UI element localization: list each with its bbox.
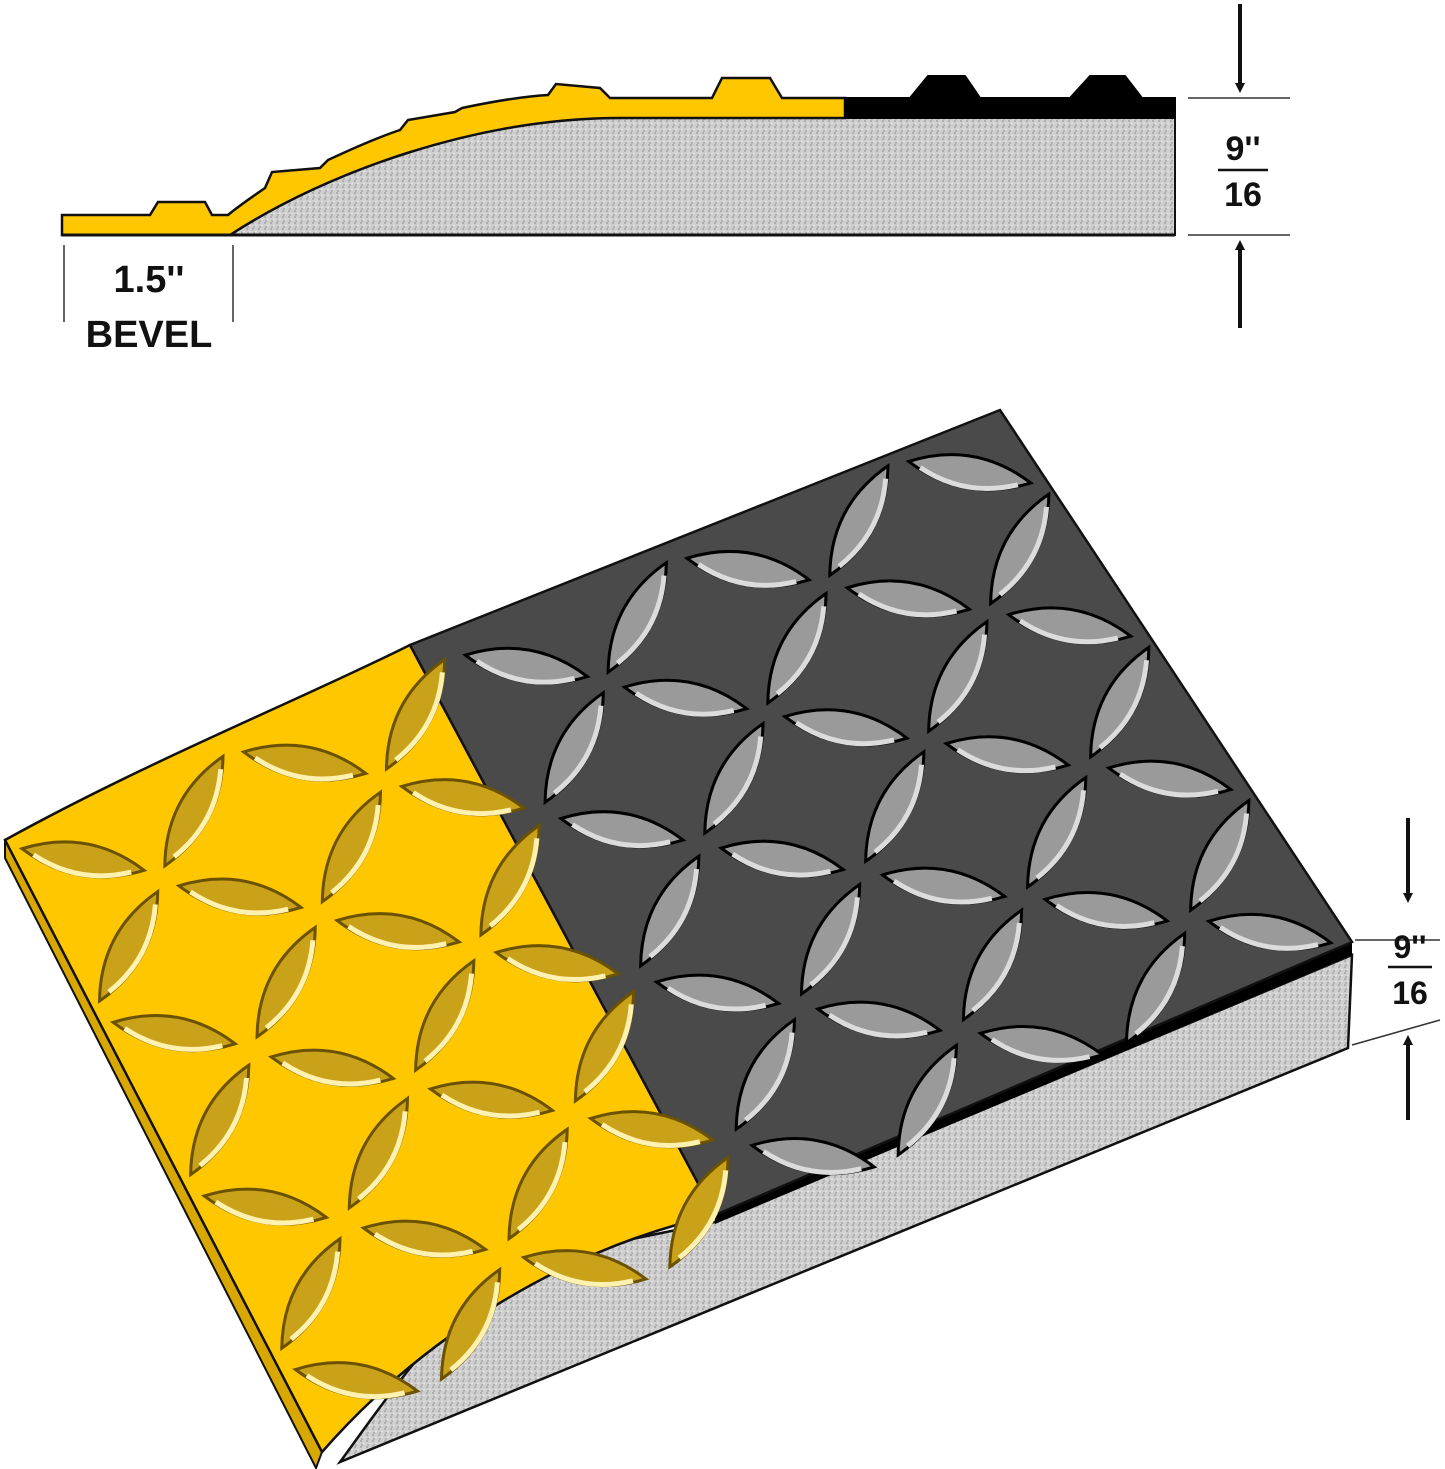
tread-highlight xyxy=(411,790,512,817)
tread-highlight xyxy=(488,838,540,928)
profile-thickness-numerator: 9'' xyxy=(1225,130,1260,168)
diamond-tread-pattern xyxy=(18,453,1335,1400)
tread-highlight xyxy=(123,1026,223,1052)
tread-highlight xyxy=(506,956,606,983)
tread-highlight xyxy=(373,1231,474,1258)
tread-highlight xyxy=(918,465,1019,491)
tread-highlight xyxy=(552,705,604,796)
tread-highlight xyxy=(956,747,1056,774)
tread-highlight xyxy=(357,1111,408,1201)
tread-highlight xyxy=(533,1261,634,1287)
tread-highlight xyxy=(905,1057,957,1148)
tread-highlight xyxy=(998,506,1050,597)
profile-view: 1.5'' BEVEL 9'' 16 xyxy=(60,4,1290,356)
tread-highlight xyxy=(677,1170,729,1260)
tread-highlight xyxy=(172,768,224,859)
profile-thickness-denominator: 16 xyxy=(1224,176,1262,214)
tread-highlight xyxy=(892,878,993,905)
tread-highlight xyxy=(394,672,445,762)
tread-highlight xyxy=(571,822,671,849)
tread-highlight xyxy=(990,1037,1091,1063)
tread-highlight xyxy=(828,1012,928,1039)
tread-highlight xyxy=(837,478,889,569)
tread-highlight xyxy=(1118,771,1219,798)
tread-highlight xyxy=(32,852,132,879)
tread-highlight xyxy=(189,889,289,916)
tread-highlight xyxy=(449,1282,500,1372)
tread-highlight xyxy=(648,868,700,959)
tread-highlight xyxy=(762,1149,862,1175)
tread-highlight xyxy=(809,897,860,987)
tread-highlight xyxy=(775,606,827,696)
tread-highlight xyxy=(583,1004,634,1094)
tread-highlight xyxy=(475,659,576,685)
perspective-thickness-denominator: 16 xyxy=(1392,975,1428,1011)
tread-highlight xyxy=(1098,659,1150,750)
tread-highlight xyxy=(744,1032,795,1123)
tread-highlight xyxy=(1198,813,1250,904)
tread-highlight xyxy=(330,804,381,895)
tread-highlight xyxy=(971,922,1022,1013)
tread-highlight xyxy=(253,755,354,782)
tread-highlight xyxy=(347,924,447,950)
tread-highlight xyxy=(873,764,925,855)
tread-highlight xyxy=(289,1251,341,1342)
tread-highlight xyxy=(794,720,895,747)
tread-highlight xyxy=(1055,903,1155,929)
tread-highlight xyxy=(666,985,767,1012)
tread-highlight xyxy=(440,1092,541,1119)
tread-highlight xyxy=(423,973,475,1064)
profile-yellow-layer xyxy=(60,76,847,237)
tread-highlight xyxy=(198,1077,250,1168)
tread-highlight xyxy=(731,852,831,878)
bevel-value: 1.5'' xyxy=(114,259,185,301)
tread-highlight xyxy=(936,634,988,725)
perspective-view: 9'' 16 xyxy=(3,408,1441,1469)
tread-highlight xyxy=(615,575,667,666)
black-edge xyxy=(715,942,1352,1224)
tread-highlight xyxy=(305,1373,406,1400)
profile-foam xyxy=(226,117,1176,236)
tread-highlight xyxy=(264,940,316,1030)
tread-highlight xyxy=(214,1199,315,1226)
tread-highlight xyxy=(107,904,158,994)
tread-highlight xyxy=(712,736,764,826)
tread-highlight xyxy=(1134,945,1185,1036)
tread-highlight xyxy=(281,1060,381,1087)
tread-highlight xyxy=(600,1122,701,1148)
tread-highlight xyxy=(1218,925,1319,951)
tread-highlight xyxy=(1035,790,1087,880)
perspective-thickness-numerator: 9'' xyxy=(1393,929,1426,965)
tread-highlight xyxy=(1018,618,1119,645)
tread-highlight xyxy=(634,691,735,717)
bevel-label: BEVEL xyxy=(86,314,213,356)
tread-highlight xyxy=(516,1141,568,1232)
tread-highlight xyxy=(697,562,797,588)
tread-highlight xyxy=(857,591,958,618)
profile-black-layer xyxy=(844,75,1176,119)
